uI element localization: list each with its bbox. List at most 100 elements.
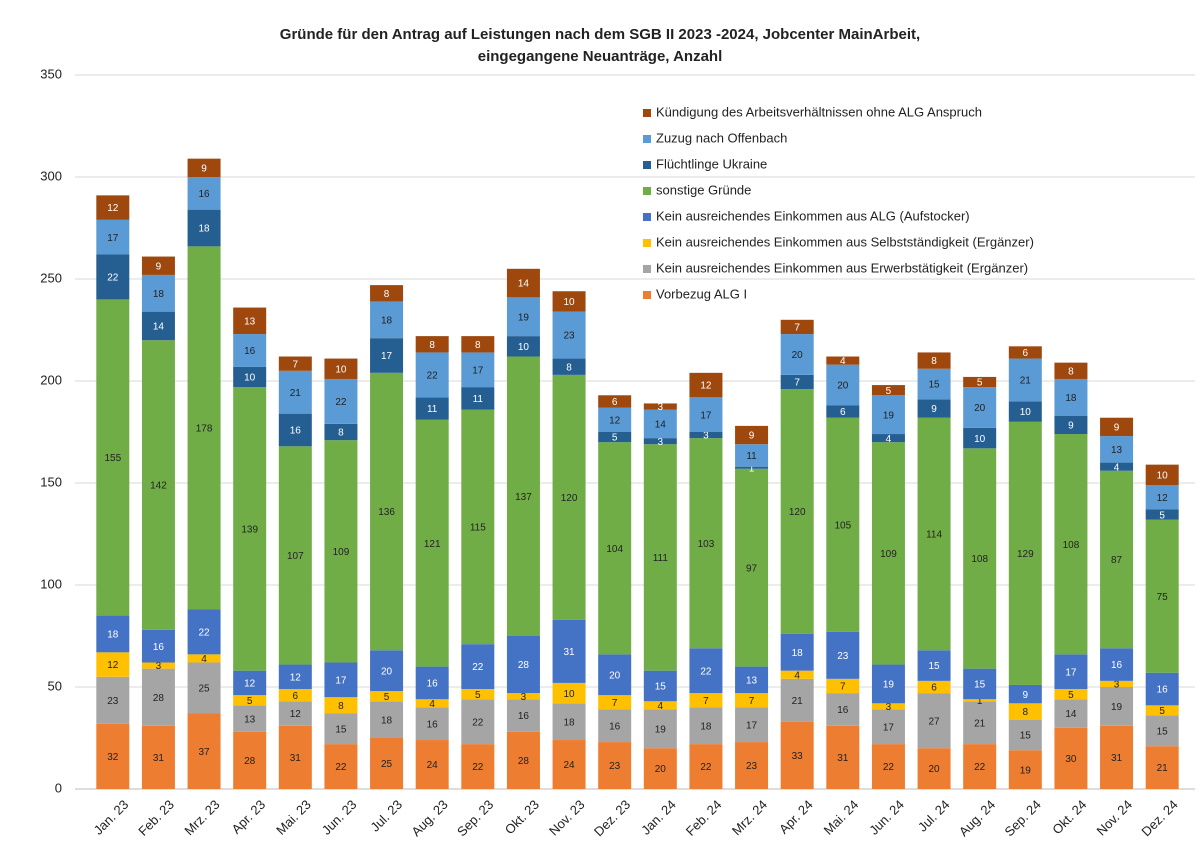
data-label: 16 <box>518 711 530 722</box>
data-label: 21 <box>974 718 986 729</box>
bar-segment <box>1100 680 1134 687</box>
data-label: 16 <box>1157 685 1169 696</box>
data-label: 22 <box>199 628 211 639</box>
data-label: 15 <box>1157 727 1169 738</box>
bar-segment <box>278 370 312 414</box>
data-label: 10 <box>1020 407 1032 418</box>
bar-segment <box>963 427 997 449</box>
bar-segment <box>96 254 130 300</box>
data-label: 15 <box>335 724 347 735</box>
data-label: 97 <box>746 563 758 574</box>
bar-segment <box>187 209 221 247</box>
bar-segment <box>963 744 997 789</box>
legend-label: sonstige Gründe <box>656 182 751 197</box>
data-label: 7 <box>293 359 299 370</box>
data-label: 16 <box>1111 660 1123 671</box>
y-tick-label: 250 <box>40 270 62 285</box>
y-tick-label: 150 <box>40 474 62 489</box>
data-label: 20 <box>974 403 986 414</box>
data-label: 17 <box>746 720 758 731</box>
bar-segment <box>96 219 130 255</box>
bar-segment <box>187 177 221 210</box>
bar-segment <box>233 307 267 335</box>
bar-segment <box>141 340 175 630</box>
data-label: 9 <box>156 261 162 272</box>
bar-segment <box>1145 715 1179 747</box>
bar-segment <box>324 378 358 424</box>
data-label: 24 <box>427 760 439 771</box>
data-label: 14 <box>518 279 530 290</box>
legend-label: Kündigung des Arbeitsverhältnissen ohne … <box>656 104 982 119</box>
data-label: 3 <box>703 431 709 442</box>
bar-segment <box>1054 434 1088 655</box>
data-label: 142 <box>150 481 167 492</box>
bar-segment <box>324 440 358 663</box>
data-label: 12 <box>290 709 302 720</box>
x-tick-label: Nov. 24 <box>1094 797 1136 839</box>
bar-segment <box>324 744 358 789</box>
bar-segment <box>141 668 175 726</box>
bar-segment <box>598 432 632 443</box>
data-label: 6 <box>612 397 618 408</box>
data-label: 21 <box>1157 763 1169 774</box>
data-label: 5 <box>886 386 892 397</box>
bar-segment <box>598 407 632 432</box>
data-label: 129 <box>1017 549 1034 560</box>
bar-segment <box>643 748 677 789</box>
bar-segment <box>96 676 130 724</box>
x-tick-label: Aug. 24 <box>956 797 998 839</box>
bar-segment <box>963 701 997 745</box>
data-label: 22 <box>427 371 439 382</box>
bar-segment <box>735 468 769 667</box>
bar-segment <box>735 425 769 445</box>
bar-segment <box>415 352 449 398</box>
bar-segment <box>415 707 449 741</box>
data-label: 12 <box>609 415 621 426</box>
bar-segment <box>1145 705 1179 716</box>
y-tick-label: 300 <box>40 168 62 183</box>
bar-segment <box>780 389 814 634</box>
data-label: 137 <box>515 492 532 503</box>
y-tick-label: 350 <box>40 66 62 81</box>
bar-segment <box>643 409 677 439</box>
bar-segment <box>370 301 404 339</box>
data-label: 4 <box>429 699 435 710</box>
data-label: 5 <box>612 433 618 444</box>
data-label: 31 <box>1111 753 1123 764</box>
bar-segment <box>461 744 495 789</box>
data-label: 28 <box>518 660 530 671</box>
bar-segment <box>1054 727 1088 789</box>
data-label: 16 <box>427 679 439 690</box>
data-label: 20 <box>929 764 941 775</box>
x-tick-label: Apr. 23 <box>228 797 268 837</box>
data-label: 9 <box>1023 690 1029 701</box>
data-label: 15 <box>1020 731 1032 742</box>
data-label: 3 <box>1114 680 1120 691</box>
y-tick-label: 50 <box>48 678 62 693</box>
y-tick-label: 0 <box>55 780 62 795</box>
x-tick-label: Mai. 23 <box>273 797 314 838</box>
bar-segment <box>780 721 814 789</box>
bar-segment <box>871 395 905 435</box>
legend-label: Kein ausreichendes Einkommen aus ALG (Au… <box>656 208 970 223</box>
data-label: 20 <box>837 381 849 392</box>
bar-segment <box>461 644 495 690</box>
data-label: 109 <box>333 547 350 558</box>
bar-segment <box>598 395 632 408</box>
data-label: 18 <box>1065 393 1077 404</box>
data-label: 8 <box>566 362 572 373</box>
data-label: 33 <box>792 751 804 762</box>
bar-segment <box>735 666 769 694</box>
bar-segment <box>233 670 267 696</box>
bar-segment <box>233 366 267 388</box>
data-label: 9 <box>931 404 937 415</box>
bar-segment <box>826 405 860 418</box>
x-tick-label: Jan. 24 <box>638 797 679 838</box>
data-label: 11 <box>427 404 438 415</box>
data-label: 16 <box>290 426 302 437</box>
data-label: 105 <box>834 520 851 531</box>
data-label: 178 <box>196 424 213 435</box>
bar-segment <box>1100 417 1134 437</box>
bar-segment <box>917 680 951 694</box>
legend-label: Flüchtlinge Ukraine <box>656 156 767 171</box>
